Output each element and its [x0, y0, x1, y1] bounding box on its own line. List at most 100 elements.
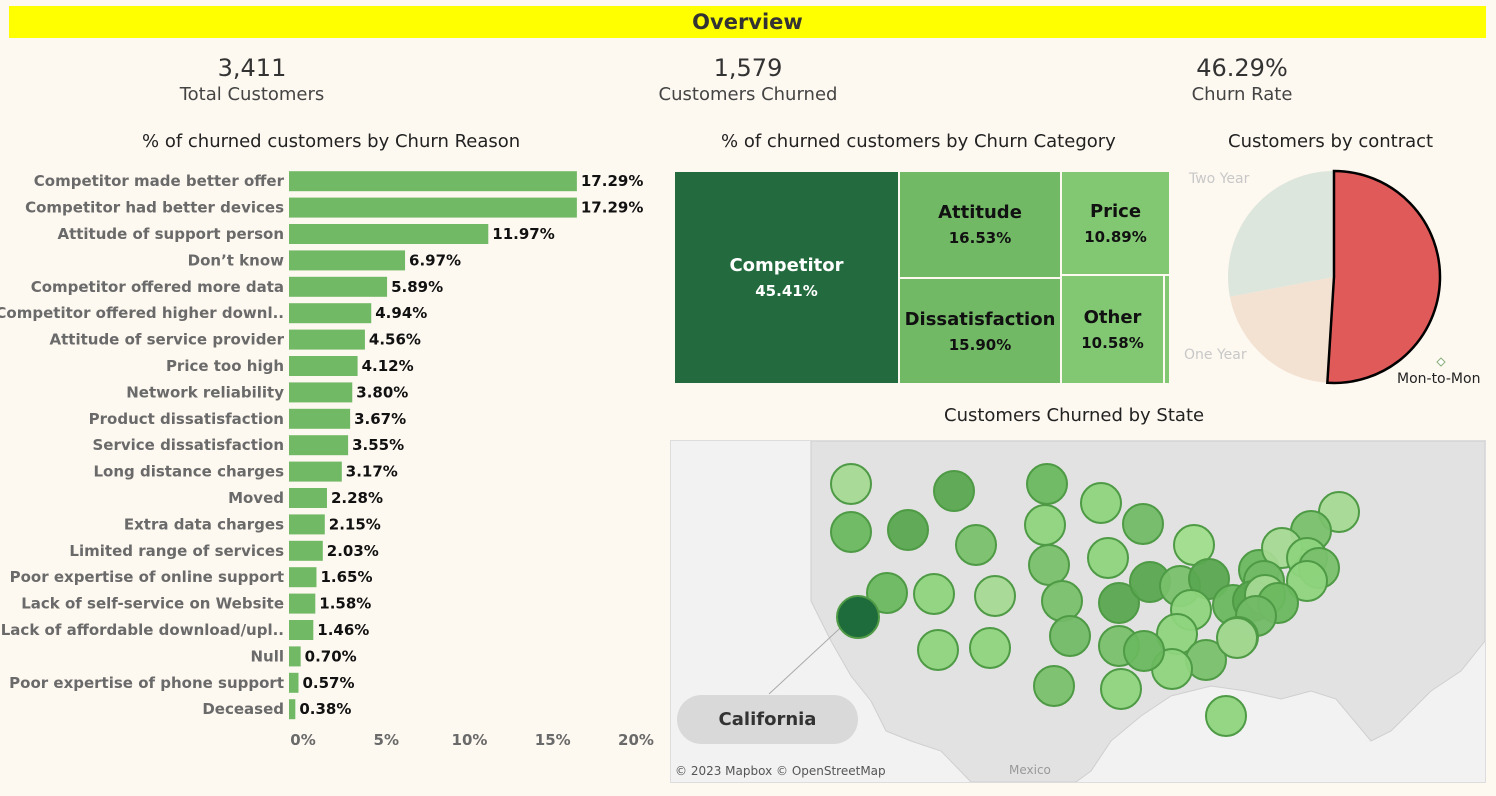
treemap-value: 15.90%: [948, 335, 1012, 354]
kpi-label: Churn Rate: [1191, 84, 1293, 105]
treemap-cell-other[interactable]: Other 10.58%: [1061, 275, 1164, 384]
state-bubble: [1080, 482, 1122, 524]
pie-slice: [1228, 171, 1334, 297]
reason-chart-title: % of churned customers by Churn Reason: [142, 131, 521, 152]
bar-value-label: 0.70%: [305, 647, 357, 665]
bar-category-label: Lack of affordable download/upl..: [1, 621, 284, 639]
bar: [289, 514, 325, 535]
bar-value-label: 0.57%: [302, 674, 354, 692]
treemap-value: 16.53%: [948, 229, 1012, 247]
bar-value-label: 3.17%: [346, 463, 398, 481]
bar: [289, 250, 406, 271]
category-chart-title: % of churned customers by Churn Category: [721, 131, 1116, 152]
map-label-mexico: Mexico: [1009, 763, 1051, 777]
bar: [289, 461, 342, 482]
bar-value-label: 5.89%: [391, 278, 443, 296]
state-bubble: [1026, 463, 1068, 505]
bar: [289, 567, 317, 588]
treemap-cell-price[interactable]: Price 10.89%: [1061, 171, 1170, 275]
kpi-label: Customers Churned: [658, 84, 838, 105]
map-attribution: © 2023 Mapbox © OpenStreetMap: [675, 764, 886, 778]
bar-value-label: 17.29%: [581, 199, 643, 217]
state-bubble: [866, 572, 908, 614]
bar-category-label: Deceased: [202, 700, 284, 718]
state-callout: California: [677, 695, 858, 744]
state-bubble: [830, 511, 872, 553]
state-bubble: [1098, 582, 1140, 624]
state-bubble: [955, 524, 997, 566]
treemap-name: Attitude: [938, 202, 1022, 223]
bar-value-label: 1.46%: [317, 621, 369, 639]
kpi-churn-rate: 46.29% Churn Rate: [1142, 54, 1342, 105]
bar-category-label: Network reliability: [126, 383, 284, 401]
pie-slice: [1326, 169, 1442, 385]
x-tick-label: 10%: [452, 731, 488, 749]
pie-slice: [1229, 277, 1334, 383]
bar-category-label: Competitor made better offer: [34, 172, 285, 190]
contract-chart-title: Customers by contract: [1228, 131, 1434, 152]
bar: [289, 435, 349, 456]
treemap-cell-attitude[interactable]: Attitude 16.53%: [899, 171, 1061, 278]
state-bubble: [1188, 558, 1230, 600]
bar-value-label: 2.15%: [329, 515, 381, 533]
map-canvas: [768, 441, 1485, 782]
bar-value-label: 3.55%: [352, 436, 404, 454]
map-title: Customers Churned by State: [944, 405, 1205, 426]
kpi-label: Total Customers: [179, 84, 325, 105]
kpi-value: 3,411: [217, 54, 287, 82]
kpi-value: 1,579: [713, 54, 783, 82]
pie-label-mon-to-mon: Mon-to-Mon: [1397, 371, 1480, 387]
bar: [289, 699, 296, 720]
bar: [289, 276, 388, 297]
treemap-name: Price: [1089, 200, 1142, 222]
state-bubble: [974, 575, 1016, 617]
bar-category-label: Poor expertise of phone support: [9, 674, 284, 692]
bar-category-label: Long distance charges: [94, 463, 285, 481]
contract-pie-chart: Two Year One Year Mon-to-Mon: [1184, 169, 1480, 387]
kpi-total-customers: 3,411 Total Customers: [152, 54, 352, 105]
treemap-cell-small[interactable]: [1164, 275, 1170, 384]
bar: [289, 540, 323, 561]
state-bubble-california: [836, 595, 880, 639]
kpi-customers-churned: 1,579 Customers Churned: [638, 54, 858, 105]
pie-marker-icon: [1436, 357, 1446, 367]
bar: [289, 672, 299, 693]
bar-category-label: Competitor offered higher downl..: [0, 304, 284, 322]
bar-category-label: Attitude of service provider: [50, 331, 285, 349]
bar-category-label: Competitor offered more data: [31, 278, 284, 296]
kpi-value: 46.29%: [1196, 54, 1288, 82]
bar: [289, 620, 314, 640]
bar-value-label: 2.28%: [331, 489, 383, 507]
state-bubble: [1100, 668, 1142, 710]
bar: [289, 356, 358, 376]
state-bubble: [1049, 615, 1091, 657]
state-bubble: [1033, 665, 1075, 707]
x-tick-label: 20%: [618, 731, 654, 749]
bar: [289, 408, 351, 429]
bar-value-label: 1.65%: [320, 568, 372, 586]
treemap-name: Dissatisfaction: [904, 308, 1056, 330]
bar-category-label: Limited range of services: [69, 542, 284, 560]
treemap-cell-dissatisfaction[interactable]: Dissatisfaction 15.90%: [899, 278, 1061, 384]
bar: [289, 646, 301, 667]
x-tick-label: 0%: [290, 731, 315, 749]
bar: [289, 593, 316, 614]
bar-value-label: 0.38%: [299, 700, 351, 718]
bar-category-label: Don’t know: [188, 251, 284, 269]
bar-value-label: 4.56%: [369, 331, 421, 349]
state-bubble: [1123, 630, 1165, 672]
treemap-value: 45.41%: [755, 282, 818, 300]
bar-category-label: Attitude of support person: [57, 225, 284, 243]
bar: [289, 224, 489, 244]
bar-category-label: Competitor had better devices: [25, 199, 284, 217]
bar-category-label: Moved: [228, 489, 284, 507]
state-bubble: [1024, 504, 1066, 546]
state-bubble: [887, 509, 929, 551]
bar-category-label: Extra data charges: [124, 515, 284, 533]
bar: [289, 197, 577, 218]
state-bubble: [1041, 580, 1083, 622]
treemap-cell-competitor[interactable]: Competitor 45.41%: [674, 171, 899, 384]
bar-category-label: Product dissatisfaction: [89, 410, 284, 428]
bar-value-label: 1.58%: [319, 595, 371, 613]
bar-value-label: 3.67%: [354, 410, 406, 428]
